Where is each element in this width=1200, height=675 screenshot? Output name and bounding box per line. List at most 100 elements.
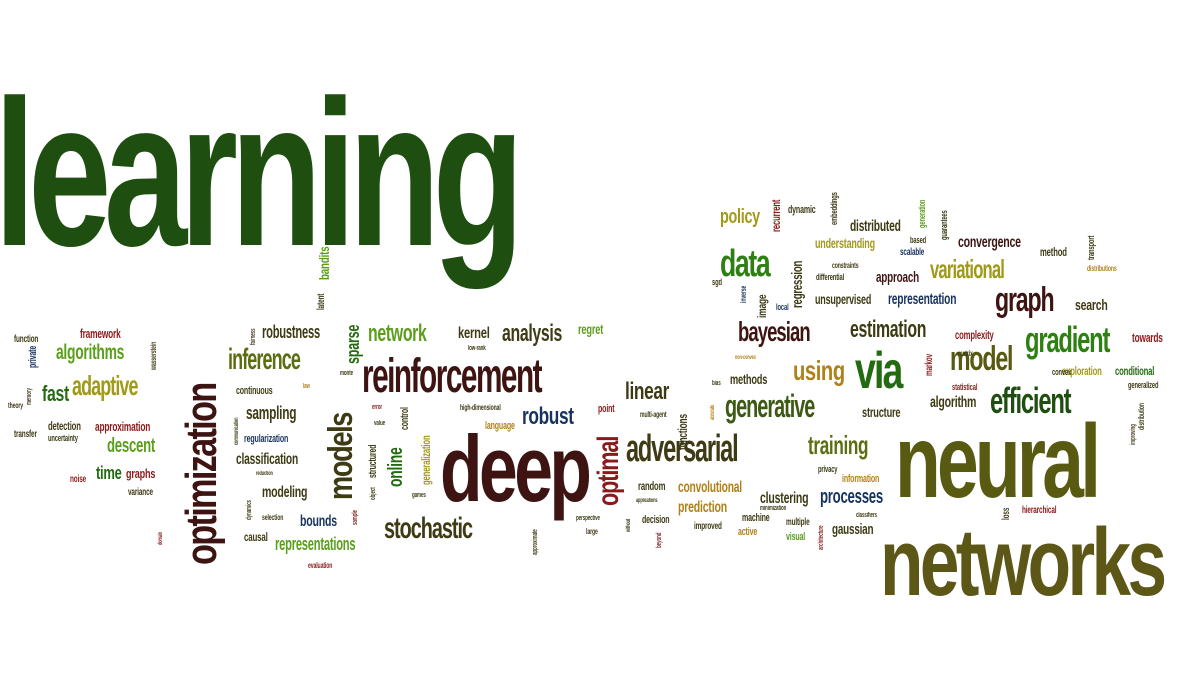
word-multiple: multiple <box>786 517 810 528</box>
word-structure: structure <box>862 404 901 420</box>
word-optimal: optimal <box>592 436 625 506</box>
word-visual: visual <box>786 531 806 543</box>
word-regularization: regularization <box>244 433 289 445</box>
word-algorithm: algorithm <box>930 394 977 411</box>
word-method: method <box>1040 245 1067 259</box>
word-law: law <box>303 383 310 390</box>
word-communication: communication <box>234 417 240 445</box>
word-efficient: efficient <box>990 380 1072 421</box>
word-adversarial: adversarial <box>626 428 739 470</box>
word-variance: variance <box>128 487 153 498</box>
word-inference: inference <box>228 343 301 376</box>
word-functions: functions <box>675 414 690 450</box>
word-detection: detection <box>48 419 81 433</box>
word-networks: networks <box>880 509 1167 616</box>
word-towards: towards <box>1132 330 1163 345</box>
word-continuous: continuous <box>236 385 273 397</box>
word-representations: representations <box>275 534 356 554</box>
word-selection: selection <box>262 513 284 522</box>
word-recurrent: recurrent <box>769 199 783 232</box>
word-time: time <box>96 463 122 483</box>
word-generative: generative <box>725 388 815 424</box>
word-scalable: scalable <box>900 247 925 258</box>
word-sampling: sampling <box>246 403 297 423</box>
word-learning: learning <box>0 58 524 290</box>
word-convolutional: convolutional <box>678 479 742 496</box>
word-machine: machine <box>742 512 770 524</box>
word-monte: monte <box>340 370 353 377</box>
word-random: random <box>638 479 666 493</box>
word-beyond: beyond <box>656 532 663 548</box>
word-optimization: optimization <box>177 383 226 565</box>
word-distributions: distributions <box>1087 264 1117 273</box>
word-guarantees: guarantees <box>939 210 949 240</box>
word-approximate: approximate <box>532 529 539 555</box>
word-object: object <box>370 487 377 500</box>
word-classification: classification <box>236 451 299 468</box>
word-complexity: complexity <box>955 328 994 342</box>
word-representation: representation <box>888 291 957 308</box>
word-differential: differential <box>816 272 845 282</box>
word-matrix: matrix <box>958 349 973 358</box>
word-regret: regret <box>578 321 604 337</box>
word-generalized: generalized <box>1128 380 1159 390</box>
word-approximation: approximation <box>95 419 151 434</box>
word-bandits: bandits <box>316 246 332 280</box>
word-understanding: understanding <box>815 235 875 251</box>
word-improving: improving <box>1130 424 1137 445</box>
word-architecture: architecture <box>818 525 825 550</box>
word-active: active <box>738 526 758 538</box>
word-sample: sample <box>352 510 359 525</box>
word-theory: theory <box>8 401 24 410</box>
word-embeddings: embeddings <box>829 192 839 225</box>
word-policy: policy <box>720 206 760 228</box>
word-without: without <box>626 518 632 532</box>
word-bias: bias <box>712 380 721 387</box>
word-unsupervised: unsupervised <box>815 291 872 307</box>
word-gaussian: gaussian <box>832 521 874 538</box>
word-convergence: convergence <box>958 234 1021 251</box>
word-games: games <box>412 492 426 499</box>
word-decision: decision <box>642 514 670 526</box>
word-inverse: inverse <box>739 285 748 303</box>
word-improved: improved <box>694 521 722 532</box>
word-multi-agent: multi-agent <box>640 410 667 419</box>
word-framework: framework <box>80 326 121 341</box>
word-classifiers: classifiers <box>856 512 877 519</box>
word-image: image <box>755 294 769 318</box>
word-stochastic: stochastic <box>384 512 473 545</box>
word-error: error <box>372 404 383 411</box>
word-descent: descent <box>107 435 156 457</box>
word-perspective: perspective <box>576 515 600 522</box>
word-value: value <box>374 420 386 427</box>
word-private: private <box>27 345 39 368</box>
word-domain: domain <box>158 531 164 545</box>
word-privacy: privacy <box>818 464 838 474</box>
word-language: language <box>485 420 515 432</box>
word-constraints: constraints <box>832 261 859 270</box>
word-search: search <box>1075 297 1108 314</box>
word-large: large <box>586 527 598 536</box>
word-kernel: kernel <box>458 325 490 342</box>
word-applications: applications <box>636 498 658 504</box>
word-methods: methods <box>730 371 768 387</box>
word-generalization: generalization <box>419 435 433 485</box>
word-model: model <box>950 340 1013 378</box>
word-accurate: accurate <box>710 404 716 420</box>
word-local: local <box>776 302 789 312</box>
word-data: data <box>720 243 771 285</box>
word-models: models <box>322 412 360 500</box>
word-noise: noise <box>70 474 87 485</box>
word-bounds: bounds <box>300 513 337 530</box>
word-information: information <box>842 473 880 485</box>
word-low-rank: low-rank <box>468 345 486 352</box>
word-wasserstein: wasserstein <box>149 341 158 370</box>
word-via: via <box>855 342 903 400</box>
word-reduction: reduction <box>256 471 273 477</box>
word-memory: memory <box>26 388 33 405</box>
word-variational: variational <box>930 254 1005 284</box>
word-exploration: exploration <box>1062 364 1102 378</box>
word-transfer: transfer <box>14 429 37 440</box>
word-network: network <box>368 320 427 347</box>
